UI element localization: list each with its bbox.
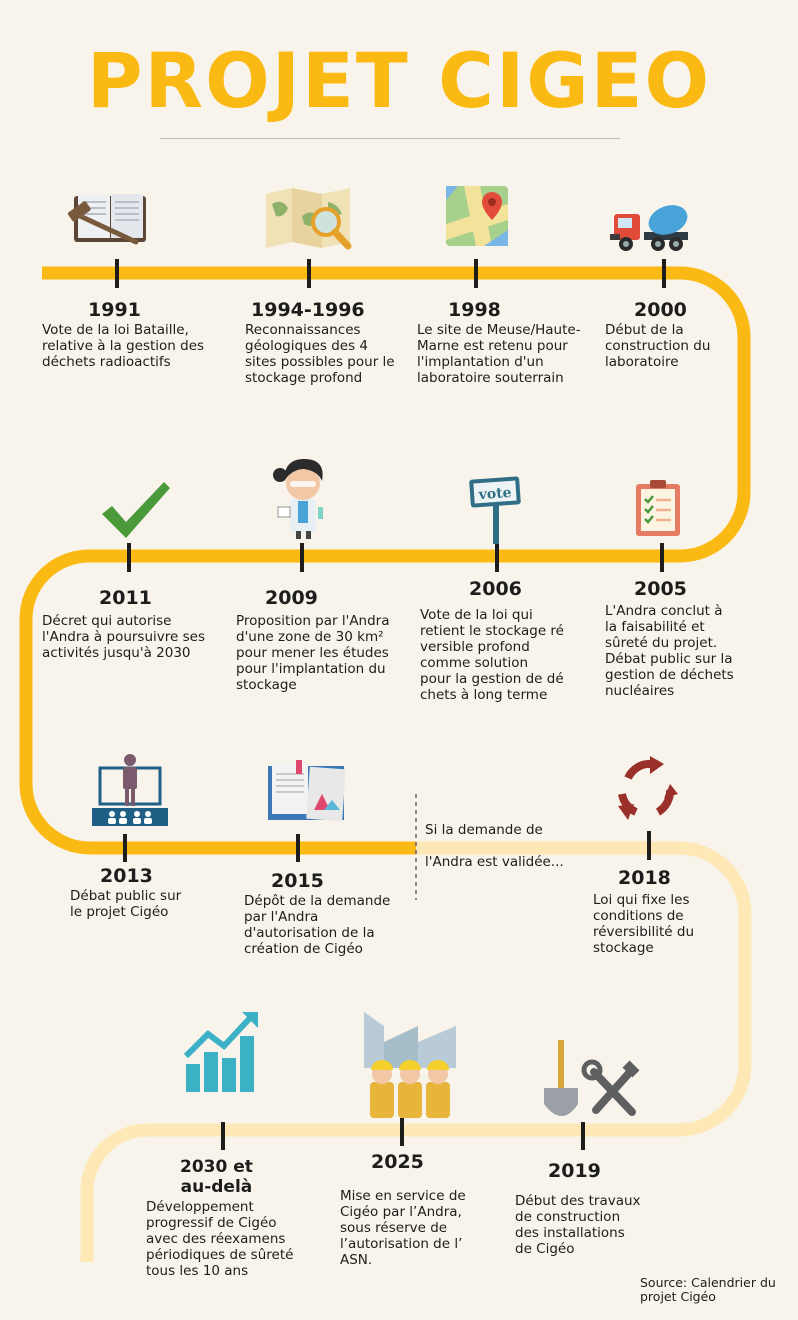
desc-2011: Décret qui autorise l'Andra à poursuivre…: [42, 613, 205, 661]
factory-workers-icon: [364, 1012, 456, 1118]
year-2011: 2011: [99, 587, 152, 609]
presenter-audience-icon: [92, 754, 168, 826]
timeline-path-past: [19, 266, 751, 855]
desc-1998: Le site de Meuse/Haute- Marne est retenu…: [417, 322, 581, 386]
checkmark-icon: [102, 482, 170, 538]
scientist-icon: [273, 459, 323, 539]
shovel-tools-icon: [544, 1040, 640, 1116]
desc-2013: Débat public sur le projet Cigéo: [70, 888, 182, 920]
growth-chart-icon: [184, 1012, 258, 1092]
year-2030: 2030 et au-delà: [180, 1157, 253, 1197]
year-2019: 2019: [548, 1160, 601, 1182]
validation-note-line1: Si la demande de: [425, 822, 543, 838]
validation-note-line2: l'Andra est validée...: [425, 854, 564, 870]
map-magnifier-icon: [266, 188, 352, 250]
desc-2019: Début des travaux de construction des in…: [515, 1193, 641, 1257]
desc-1991: Vote de la loi Bataille, relative à la g…: [42, 322, 205, 370]
desc-1994-1996: Reconnaissances géologiques des 4 sites …: [245, 322, 395, 386]
page-title: PROJET CIGEO: [86, 36, 712, 125]
desc-2000: Début de la construction du laboratoire: [605, 322, 711, 370]
year-1998: 1998: [448, 299, 501, 321]
desc-2025: Mise en service de Cigéo par l’Andra, so…: [340, 1188, 466, 1268]
desc-2015: Dépôt de la demande par l'Andra d'autori…: [244, 893, 391, 957]
desc-2018: Loi qui fixe les conditions de réversibi…: [593, 892, 695, 956]
year-2009: 2009: [265, 587, 318, 609]
year-2000: 2000: [634, 299, 687, 321]
year-1991: 1991: [88, 299, 141, 321]
title-divider: [160, 138, 620, 139]
open-report-icon: [268, 760, 346, 822]
year-1994-1996: 1994-1996: [251, 299, 365, 321]
desc-2009: Proposition par l'Andra d'une zone de 30…: [236, 613, 390, 693]
timeline-path-future: [80, 841, 752, 1262]
vote-sign-icon: vote: [469, 476, 521, 544]
concrete-truck-icon: [610, 205, 688, 251]
year-2025: 2025: [371, 1151, 424, 1173]
clipboard-checklist-icon: [636, 480, 680, 536]
vote-sign-text: vote: [477, 485, 512, 503]
source-note: Source: Calendrier du projet Cigéo: [640, 1275, 776, 1304]
year-2018: 2018: [618, 867, 671, 889]
year-2013: 2013: [100, 865, 153, 887]
map-pin-icon: [446, 186, 508, 246]
law-book-gavel-icon: [67, 194, 146, 245]
desc-2030: Développement progressif de Cigéo avec d…: [146, 1199, 294, 1279]
year-2006: 2006: [469, 578, 522, 600]
year-2005: 2005: [634, 578, 687, 600]
desc-2006: Vote de la loi qui retient le stockage r…: [420, 607, 564, 703]
recycle-arrows-icon: [618, 756, 678, 820]
year-2015: 2015: [271, 870, 324, 892]
desc-2005: L'Andra conclut à la faisabilité et sûre…: [605, 603, 734, 699]
